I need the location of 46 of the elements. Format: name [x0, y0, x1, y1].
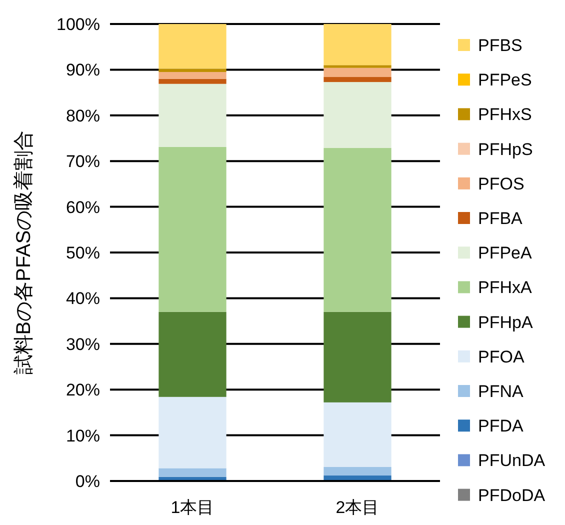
x-tick-label: 1本目 [170, 498, 214, 517]
legend-label: PFDoDA [478, 486, 546, 505]
legend-label: PFOS [478, 174, 524, 194]
legend-label: PFOA [478, 347, 525, 366]
y-tick-label: 100% [56, 15, 100, 34]
bar [324, 24, 392, 66]
bar [324, 312, 392, 402]
y-axis-title: 試料Bの各PFASの吸着割合 [12, 130, 35, 375]
legend-label: PFPeS [478, 70, 532, 90]
legend-label: PFBA [478, 209, 524, 228]
legend-label: PFPeA [478, 244, 533, 263]
y-tick-label: 10% [66, 426, 100, 446]
legend-label: PFBS [478, 36, 522, 55]
bar [158, 468, 226, 477]
legend-label: PFHpS [478, 140, 533, 159]
y-tick-label: 40% [66, 289, 100, 308]
y-tick-label: 20% [66, 380, 100, 400]
bar [158, 72, 226, 79]
legend-label: PFUnDA [478, 451, 546, 470]
bar [158, 146, 226, 312]
bar [324, 65, 392, 68]
x-tick-label: 2本目 [336, 498, 380, 517]
y-tick-label: 80% [66, 106, 100, 126]
legend-label: PFDA [478, 416, 524, 436]
bar [324, 68, 392, 78]
y-tick-label: 30% [66, 334, 100, 354]
bar [324, 402, 392, 467]
bar [158, 396, 226, 468]
bar [158, 78, 226, 84]
bar [324, 466, 392, 476]
y-tick-label: 60% [66, 198, 100, 217]
bar [324, 148, 392, 312]
y-tick-label: 0% [75, 472, 100, 491]
bar [158, 24, 226, 69]
legend-label: PFHpA [478, 312, 534, 332]
bar [158, 84, 226, 147]
legend-label: PFHxS [478, 105, 532, 124]
y-tick-label: 50% [66, 244, 100, 262]
legend-label: PFNA [478, 382, 524, 401]
bar [324, 82, 392, 148]
legend-label: PFHxA [478, 278, 532, 298]
bar [158, 68, 226, 72]
y-tick-label: 90% [66, 60, 100, 80]
bar [158, 312, 226, 397]
bar [324, 77, 392, 82]
y-tick-label: 70% [66, 152, 100, 172]
